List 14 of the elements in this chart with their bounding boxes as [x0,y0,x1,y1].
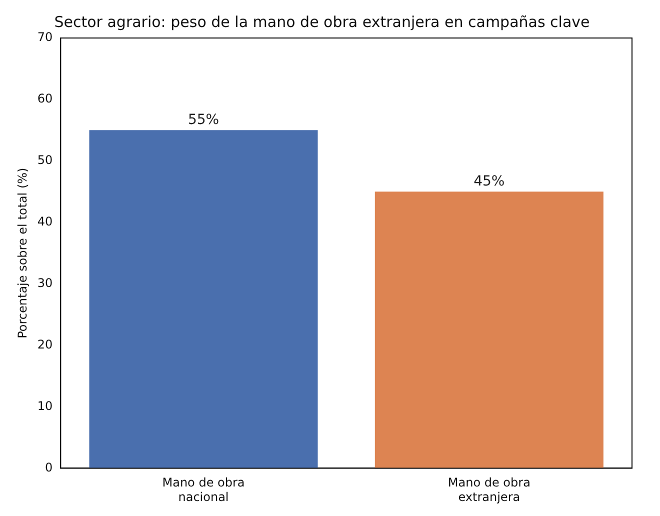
y-tick-label: 70 [37,30,53,44]
y-axis-title: Porcentaje sobre el total (%) [15,168,30,338]
y-tick-label: 60 [37,92,53,106]
y-tick-label: 0 [45,460,53,474]
y-tick-label: 30 [37,276,53,290]
data-label: 45% [474,173,505,190]
chart-title: Sector agrario: peso de la mano de obra extranjera en campañas clave [54,12,590,31]
x-tick-label: Mano de obra extranjera [448,476,530,504]
y-tick-label: 50 [37,153,53,168]
y-tick-label: 40 [37,214,53,228]
x-tick-label: Mano de obra nacional [162,476,245,504]
data-label: 55% [188,112,220,128]
y-tick-label: 20 [37,337,53,352]
y-tick-label: 10 [37,398,53,413]
